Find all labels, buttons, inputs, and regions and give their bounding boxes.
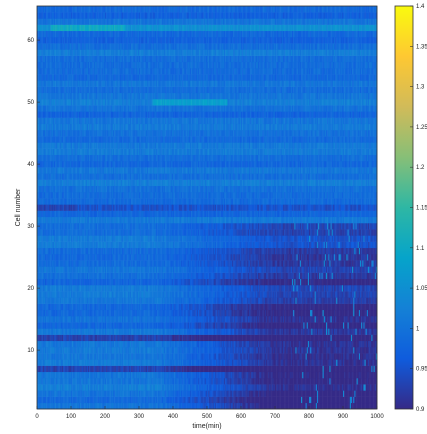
heatmap-cells (37, 6, 377, 409)
